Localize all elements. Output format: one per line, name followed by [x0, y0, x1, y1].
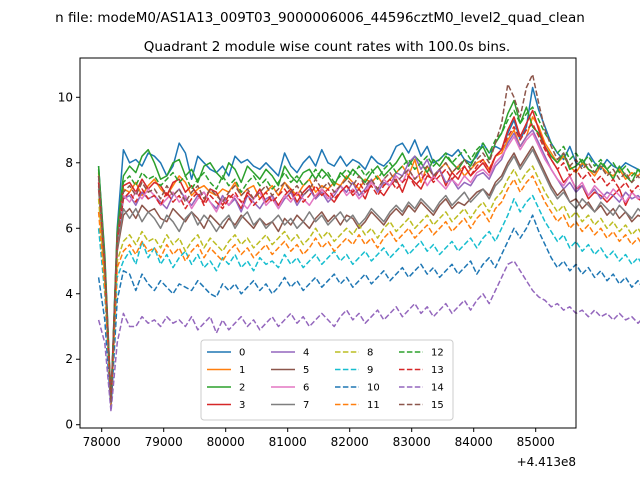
series-line-7 [97, 148, 640, 406]
y-tick-label: 6 [65, 221, 73, 235]
y-tick-label: 8 [65, 156, 73, 170]
x-axis: 78000 79000 80000 81000 82000 83000 84000 85000 [83, 428, 555, 449]
plot-frame [79, 57, 577, 429]
legend-label-7: 7 [303, 400, 309, 411]
legend-label-10: 10 [367, 383, 380, 394]
legend-label-3: 3 [239, 400, 245, 411]
x-tick-label: 78000 [83, 435, 121, 449]
x-tick-label: 79000 [145, 435, 183, 449]
x-tick-label: 85000 [517, 435, 555, 449]
legend-label-12: 12 [431, 348, 444, 359]
legend-label-9: 9 [367, 365, 373, 376]
legend-label-6: 6 [303, 383, 309, 394]
series-line-0 [97, 86, 640, 400]
series-line-15 [97, 73, 640, 403]
series-line-8 [97, 165, 640, 406]
series-line-11 [97, 175, 640, 406]
legend-label-11: 11 [367, 400, 380, 411]
series-line-12 [97, 106, 640, 403]
y-tick-label: 0 [65, 418, 73, 432]
x-tick-label: 80000 [207, 435, 245, 449]
y-axis: 0 2 4 6 8 10 [58, 90, 80, 432]
x-tick-label: 81000 [269, 435, 307, 449]
legend-label-1: 1 [239, 365, 245, 376]
legend-label-0: 0 [239, 348, 245, 359]
series-line-1 [97, 116, 640, 403]
series-line-10 [97, 214, 640, 410]
chart-title: Quadrant 2 module wise count rates with … [144, 39, 510, 55]
x-axis-offset-label: +4.413e8 [517, 455, 576, 469]
legend-label-4: 4 [303, 348, 309, 359]
series-line-14 [97, 260, 640, 413]
series-line-2 [97, 99, 640, 403]
series-line-9 [97, 194, 640, 410]
y-tick-label: 2 [65, 352, 73, 366]
series-layer [97, 73, 640, 413]
y-tick-label: 10 [58, 90, 73, 104]
legend-label-5: 5 [303, 365, 309, 376]
series-line-4 [97, 129, 640, 406]
legend-label-2: 2 [239, 383, 245, 394]
y-tick-label: 4 [65, 287, 73, 301]
x-tick-label: 83000 [393, 435, 431, 449]
legend-label-15: 15 [431, 400, 444, 411]
legend-label-8: 8 [367, 348, 373, 359]
legend-label-14: 14 [431, 383, 444, 394]
legend-box [200, 339, 454, 421]
x-tick-label: 82000 [331, 435, 369, 449]
x-tick-label: 84000 [455, 435, 493, 449]
figure-suptitle: n file: modeM0/AS1A13_009T03_9000006006_… [55, 10, 585, 26]
legend-label-13: 13 [431, 365, 444, 376]
series-line-13 [97, 122, 640, 403]
